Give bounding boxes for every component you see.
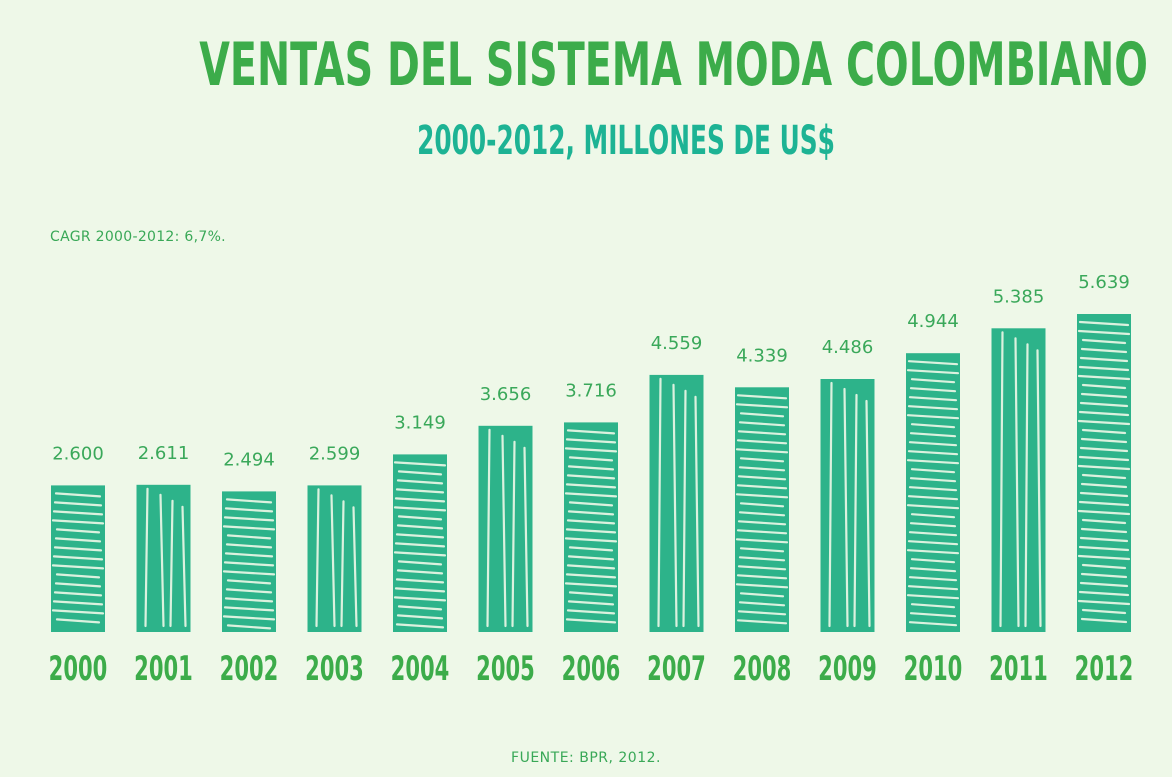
value-label-2010: 4.944 [907,311,959,332]
year-label-2005: 2005 [476,649,535,689]
value-label-2003: 2.599 [309,443,361,464]
year-label-2001: 2001 [134,649,193,689]
year-label-2002: 2002 [220,649,279,689]
year-label-2009: 2009 [818,649,877,689]
year-label-2003: 2003 [305,649,364,689]
bar-2010 [906,353,960,632]
year-label-2000: 2000 [49,649,108,689]
value-label-2008: 4.339 [736,345,788,366]
chart-subtitle: 2000-2012, MILLONES DE US$ [417,118,835,164]
bar-2005 [478,425,533,632]
bar-2002 [222,491,276,632]
bar-2008 [735,387,789,632]
bar-2007 [649,374,704,632]
value-label-2001: 2.611 [138,443,190,464]
value-label-2000: 2.600 [52,443,104,464]
bar-2012 [1077,314,1131,632]
value-label-2004: 3.149 [394,412,446,433]
value-label-2012: 5.639 [1078,272,1130,293]
value-label-2002: 2.494 [223,449,275,470]
bar-2004 [393,454,447,632]
value-label-2006: 3.716 [565,380,617,401]
bar-2009 [820,379,875,632]
year-label-2004: 2004 [391,649,450,689]
bar-2000 [51,485,105,632]
source-note: FUENTE: BPR, 2012. [511,750,661,766]
year-label-2006: 2006 [562,649,621,689]
bar-2011 [991,328,1046,632]
year-label-2010: 2010 [904,649,963,689]
year-label-2012: 2012 [1075,649,1134,689]
value-label-2005: 3.656 [480,384,532,405]
value-label-2007: 4.559 [651,333,703,354]
bar-2006 [564,422,618,632]
value-label-2011: 5.385 [993,286,1045,307]
year-label-2008: 2008 [733,649,792,689]
cagr-note: CAGR 2000-2012: 6,7%. [50,229,226,245]
value-label-2009: 4.486 [822,337,874,358]
bar-2003 [307,485,362,632]
year-label-2011: 2011 [989,649,1048,689]
bar-2001 [136,484,191,632]
year-label-2007: 2007 [647,649,706,689]
